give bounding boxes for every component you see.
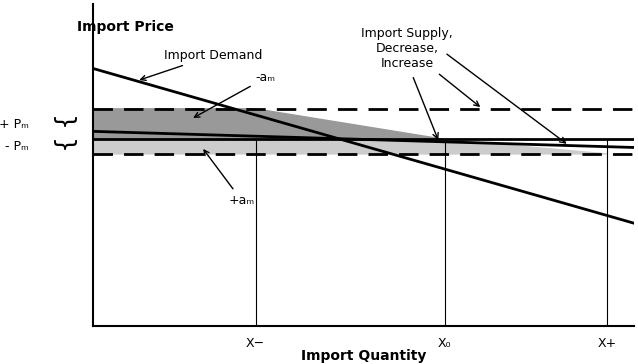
Text: Import Supply,
Decrease,
Increase: Import Supply, Decrease, Increase <box>361 27 479 106</box>
Text: }: } <box>49 139 73 155</box>
Text: - Pₘ: - Pₘ <box>4 140 29 153</box>
Text: + Pₘ: + Pₘ <box>0 118 29 131</box>
Text: Import Price: Import Price <box>77 20 174 34</box>
Polygon shape <box>93 109 445 139</box>
Text: Import Demand: Import Demand <box>141 49 262 80</box>
Text: }: } <box>49 116 73 132</box>
Polygon shape <box>93 139 607 154</box>
Text: X₀: X₀ <box>438 337 452 351</box>
Text: Import Quantity: Import Quantity <box>301 349 426 363</box>
Text: -aₘ: -aₘ <box>195 71 276 117</box>
Text: X−: X− <box>246 337 265 351</box>
Text: X+: X+ <box>597 337 616 351</box>
Text: +aₘ: +aₘ <box>204 150 255 207</box>
